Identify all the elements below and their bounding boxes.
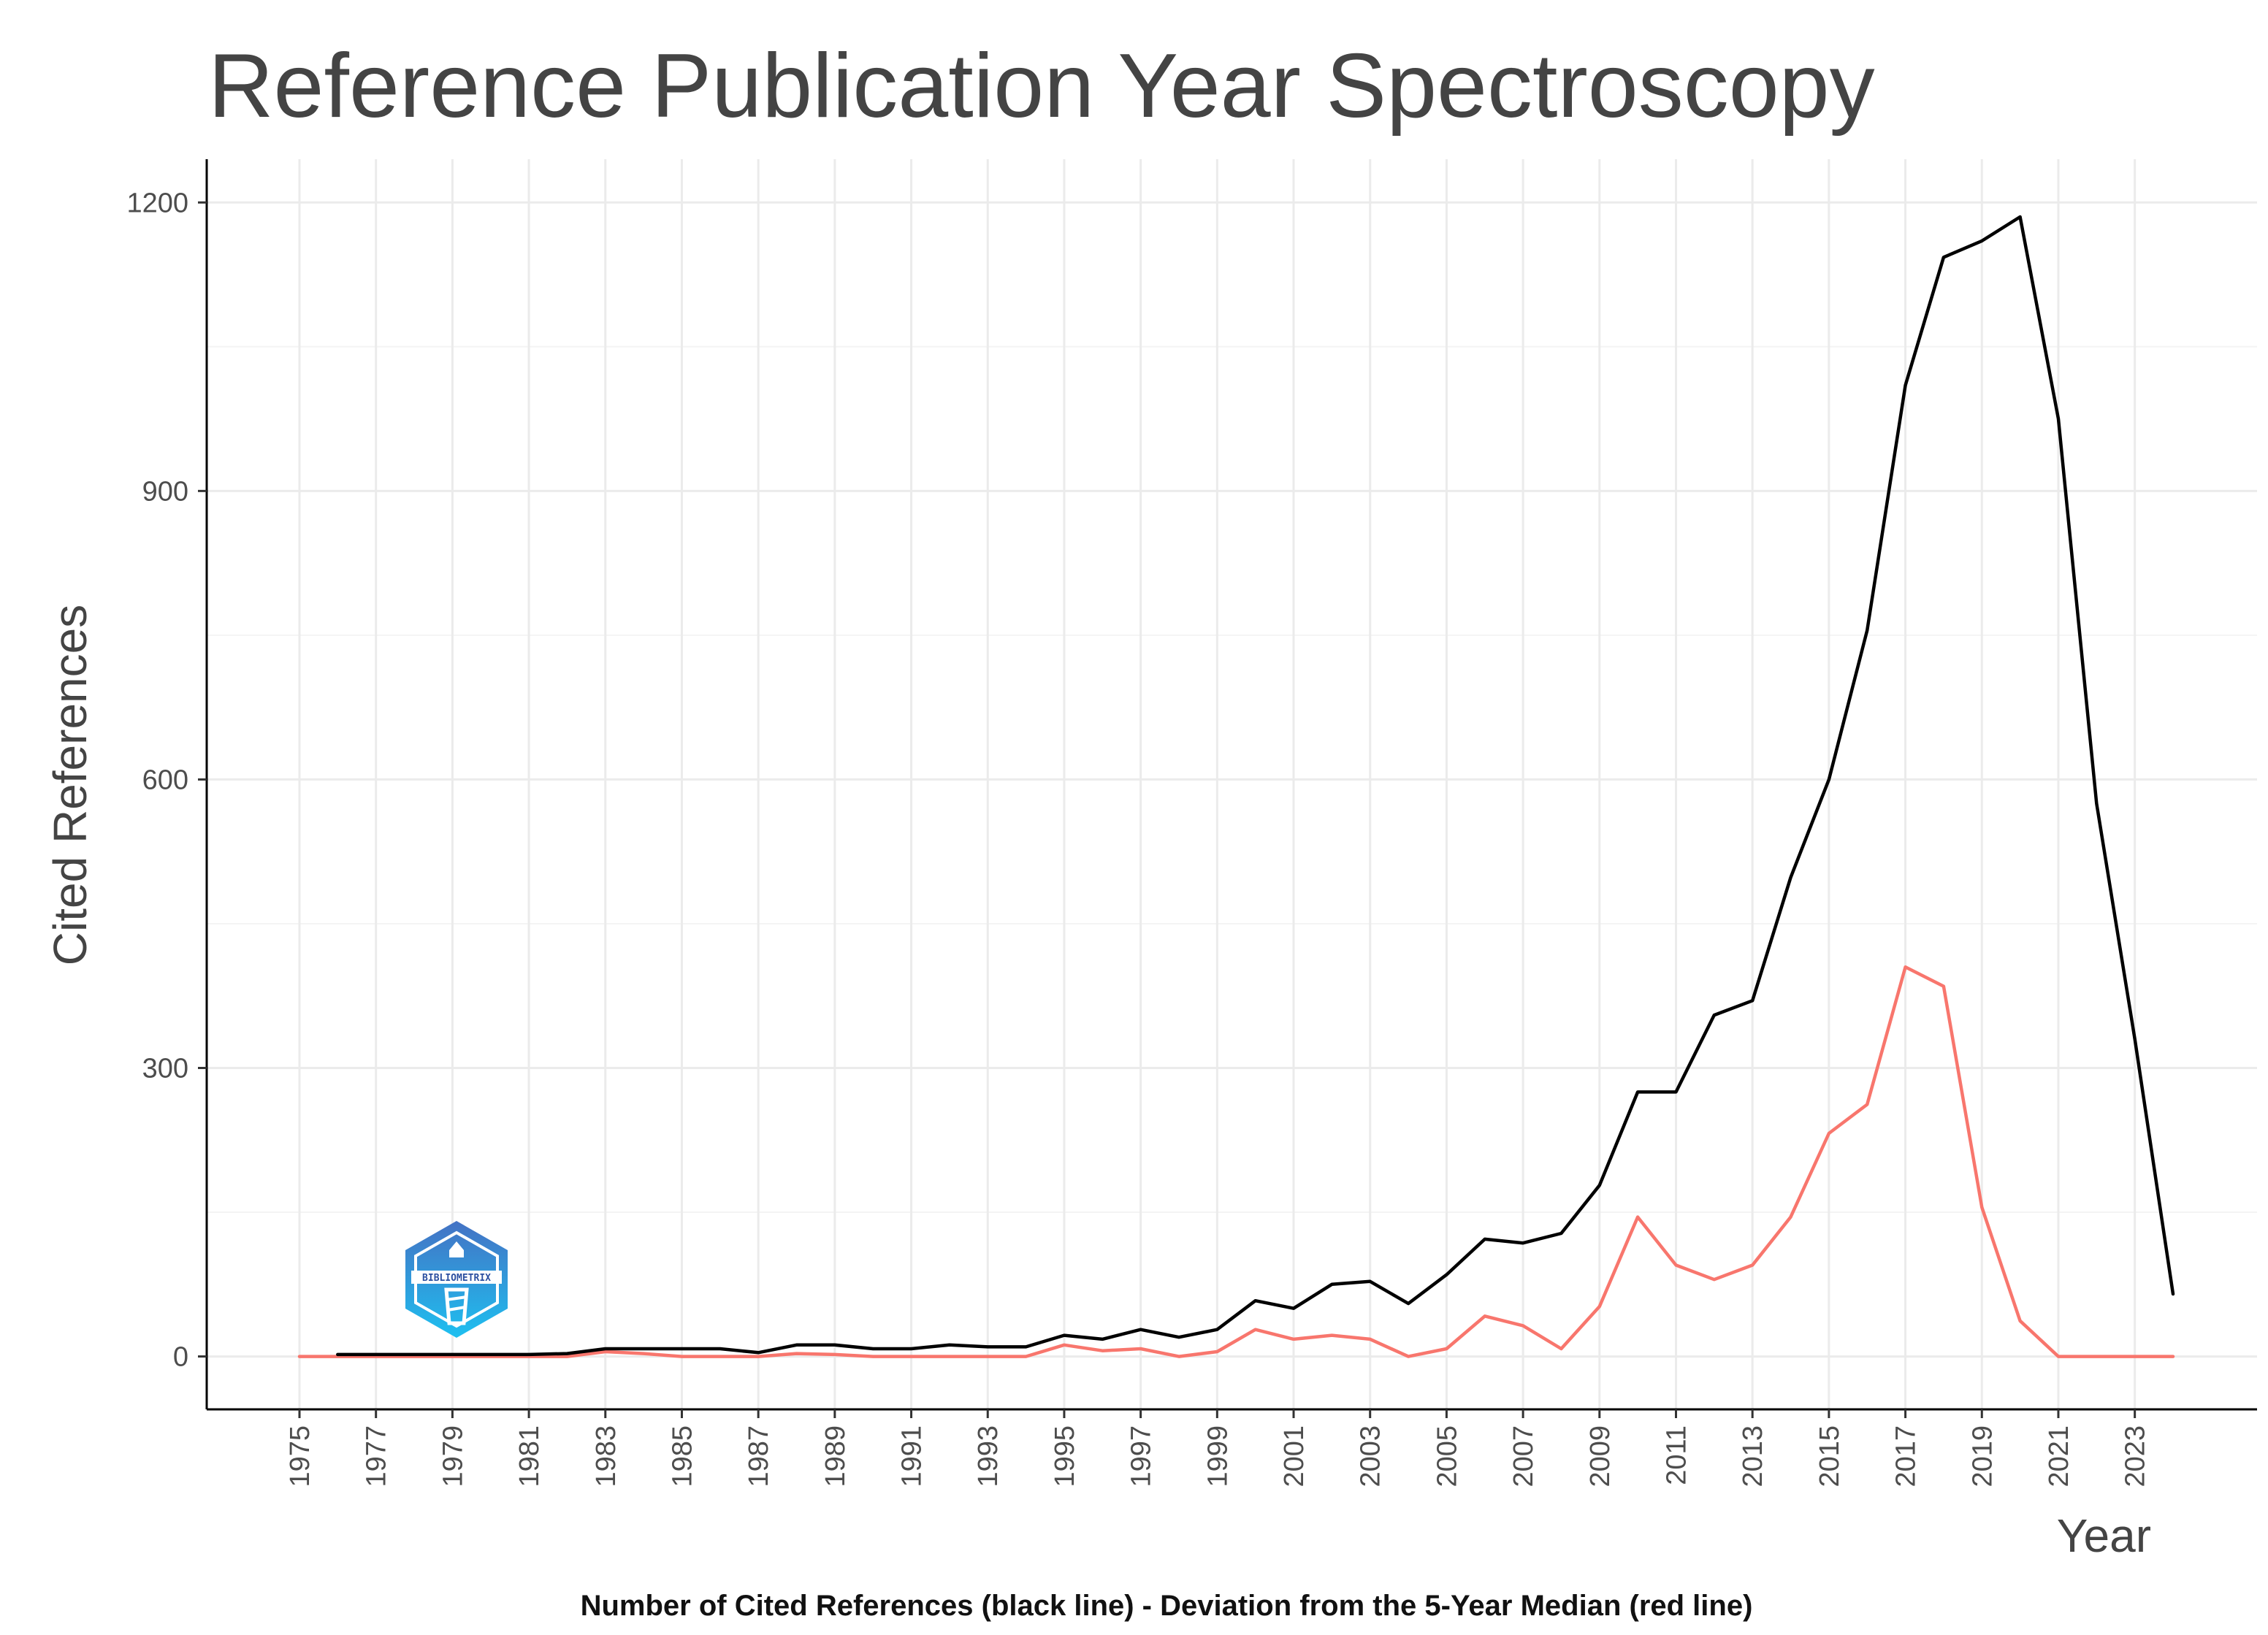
series-line-number-of-cited-references bbox=[336, 215, 2175, 1357]
logo-hexagon-border bbox=[414, 1230, 499, 1328]
x-tick-label: 2019 bbox=[1967, 1425, 1998, 1487]
series-line-deviation-from-the-5-year-median bbox=[297, 965, 2175, 1358]
y-axis-title: Cited References bbox=[44, 605, 96, 965]
x-tick-label: 2001 bbox=[1279, 1425, 1310, 1487]
logo-lighthouse-icon bbox=[449, 1241, 464, 1257]
x-tick-label: 2013 bbox=[1738, 1425, 1768, 1487]
x-tick-label: 1981 bbox=[514, 1425, 545, 1487]
x-tick-label: 2023 bbox=[2120, 1425, 2151, 1487]
x-tick-label: 2005 bbox=[1432, 1425, 1462, 1487]
x-tick-label: 1997 bbox=[1126, 1425, 1157, 1487]
logo-stripe-2 bbox=[447, 1306, 466, 1312]
x-tick-label: 1995 bbox=[1050, 1425, 1080, 1487]
x-tick-label: 2021 bbox=[2044, 1425, 2074, 1487]
x-tick-label: 1989 bbox=[820, 1425, 851, 1487]
bibliometrix-logo: BIBLIOMETRIX bbox=[405, 1221, 508, 1338]
y-tick-label: 300 bbox=[142, 1053, 188, 1084]
x-ticks: 1975 1977 1979 1981 1983 1985 1987 1989 1991 1993… bbox=[285, 1409, 2151, 1487]
x-tick-label: 1999 bbox=[1202, 1425, 1233, 1487]
axes bbox=[205, 159, 2257, 1411]
logo-stripe-1 bbox=[446, 1295, 467, 1301]
y-ticks: 0 300 600 900 1200 bbox=[126, 188, 207, 1373]
x-tick-label: 1975 bbox=[285, 1425, 316, 1487]
x-tick-label: 2007 bbox=[1508, 1425, 1539, 1487]
x-tick-label: 2017 bbox=[1891, 1425, 1922, 1487]
x-tick-label: 2011 bbox=[1661, 1425, 1692, 1485]
y-tick-label: 0 bbox=[173, 1342, 188, 1373]
x-tick-label: 2009 bbox=[1585, 1425, 1616, 1487]
x-tick-label: 1987 bbox=[744, 1425, 774, 1487]
logo-tower-icon bbox=[444, 1287, 469, 1325]
x-tick-label: 1991 bbox=[897, 1425, 928, 1487]
series bbox=[297, 215, 2175, 1358]
logo-text: BIBLIOMETRIX bbox=[422, 1273, 491, 1284]
x-tick-label: 1993 bbox=[973, 1425, 1004, 1487]
x-tick-label: 2015 bbox=[1814, 1425, 1845, 1487]
grid bbox=[207, 159, 2257, 1409]
logo-banner bbox=[411, 1271, 502, 1284]
x-tick-label: 1983 bbox=[591, 1425, 622, 1487]
y-tick-label: 600 bbox=[142, 765, 188, 795]
x-tick-label: 1985 bbox=[667, 1425, 698, 1487]
y-tick-label: 1200 bbox=[126, 188, 188, 218]
chart-caption: Number of Cited References (black line) … bbox=[581, 1590, 1753, 1622]
x-tick-label: 2003 bbox=[1356, 1425, 1386, 1487]
x-tick-label: 1977 bbox=[362, 1425, 392, 1487]
y-tick-label: 900 bbox=[142, 476, 188, 507]
x-tick-label: 1979 bbox=[438, 1425, 468, 1487]
chart-title: Reference Publication Year Spectroscopy bbox=[208, 36, 1875, 137]
x-axis-title: Year bbox=[2057, 1509, 2151, 1562]
